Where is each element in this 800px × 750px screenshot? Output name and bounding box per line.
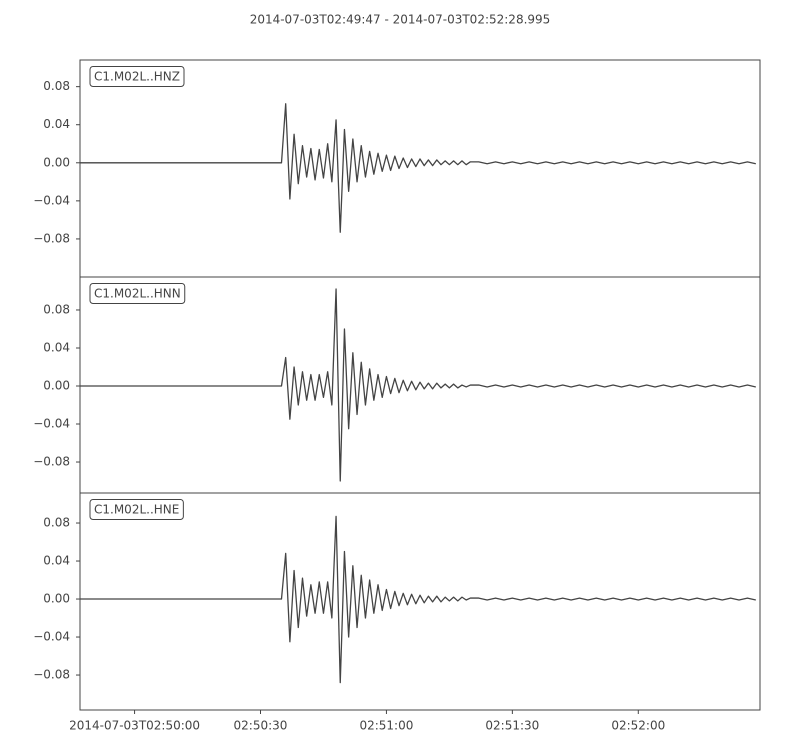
- x-tick-label: 02:50:30: [234, 719, 288, 733]
- x-tick-label: 02:52:00: [611, 719, 665, 733]
- trace-label: C1.M02L..HNE: [94, 503, 179, 517]
- y-tick-label: −0.04: [33, 417, 70, 431]
- trace-label-box: [89, 66, 185, 87]
- y-tick-label: −0.08: [33, 231, 70, 245]
- y-tick-label: 0.04: [43, 340, 70, 354]
- chart-title: 2014-07-03T02:49:47 - 2014-07-03T02:52:2…: [250, 13, 551, 27]
- y-tick-label: 0.00: [43, 378, 70, 392]
- x-tick-label: 02:51:30: [485, 719, 539, 733]
- y-tick-label: −0.08: [33, 455, 70, 469]
- y-tick-label: 0.08: [43, 516, 70, 530]
- y-tick-label: −0.04: [33, 630, 70, 644]
- y-tick-label: 0.04: [43, 554, 70, 568]
- panel-frame: [79, 276, 761, 494]
- waveform: [80, 103, 756, 233]
- x-tick-label: 2014-07-03T02:50:00: [69, 719, 200, 733]
- trace-label: C1.M02L..HNZ: [94, 70, 180, 84]
- y-tick-label: 0.04: [43, 117, 70, 131]
- y-tick-label: 0.08: [43, 79, 70, 93]
- x-tick-label: 02:51:00: [359, 719, 413, 733]
- y-tick-label: 0.00: [43, 592, 70, 606]
- y-tick-label: −0.04: [33, 193, 70, 207]
- waveform: [80, 515, 756, 684]
- trace-label-box: [89, 283, 186, 304]
- y-tick-label: −0.08: [33, 668, 70, 682]
- y-tick-label: 0.00: [43, 155, 70, 169]
- trace-label-box: [89, 499, 184, 520]
- panel-frame: [79, 492, 761, 711]
- waveform: [80, 288, 756, 482]
- y-tick-label: 0.08: [43, 302, 70, 316]
- trace-label: C1.M02L..HNN: [94, 287, 181, 301]
- panel-frame: [79, 59, 761, 278]
